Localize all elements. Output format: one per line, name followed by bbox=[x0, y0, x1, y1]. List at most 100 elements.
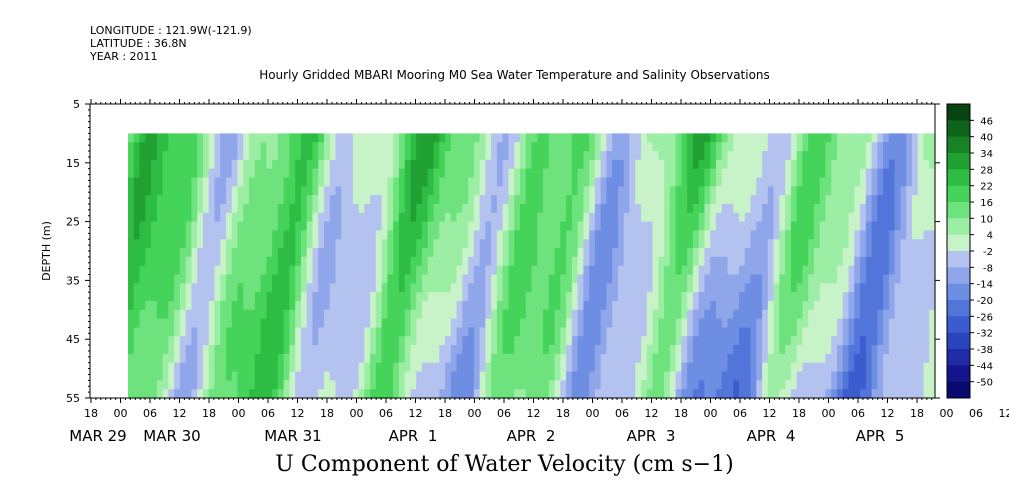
heatmap-cell bbox=[168, 362, 175, 373]
heatmap-cell bbox=[842, 203, 850, 214]
heatmap-cell bbox=[583, 318, 590, 329]
heatmap-cell bbox=[687, 151, 694, 161]
heatmap-cell bbox=[906, 318, 913, 329]
heatmap-cell bbox=[387, 362, 394, 373]
heatmap-cell bbox=[796, 265, 804, 276]
heatmap-cell bbox=[416, 353, 423, 364]
heatmap-cell bbox=[191, 221, 198, 232]
heatmap-cell bbox=[519, 353, 527, 364]
heatmap-cell bbox=[715, 336, 723, 346]
heatmap-cell bbox=[641, 265, 648, 276]
heatmap-cell bbox=[767, 274, 775, 284]
heatmap-cell bbox=[139, 371, 146, 381]
heatmap-cell bbox=[404, 230, 412, 240]
heatmap-cell bbox=[871, 283, 878, 293]
heatmap-cell bbox=[462, 159, 469, 170]
heatmap-cell bbox=[272, 256, 279, 267]
heatmap-cell bbox=[762, 362, 769, 373]
heatmap-cell bbox=[231, 230, 239, 240]
heatmap-cell bbox=[831, 353, 838, 364]
heatmap-cell bbox=[202, 186, 210, 196]
heatmap-cell bbox=[151, 177, 158, 187]
heatmap-cell bbox=[612, 274, 619, 284]
heatmap-cell bbox=[692, 168, 700, 179]
heatmap-cell bbox=[802, 248, 809, 258]
heatmap-cell bbox=[468, 159, 475, 170]
heatmap-cell bbox=[479, 203, 486, 214]
heatmap-cell bbox=[179, 380, 187, 390]
heatmap-cell bbox=[571, 142, 579, 152]
heatmap-cell bbox=[739, 142, 746, 152]
heatmap-cell bbox=[629, 283, 636, 293]
heatmap-cell bbox=[681, 151, 688, 161]
heatmap-cell bbox=[139, 239, 146, 249]
heatmap-cell bbox=[272, 371, 279, 381]
heatmap-cell bbox=[387, 309, 394, 320]
heatmap-cell bbox=[848, 318, 855, 329]
heatmap-cell bbox=[514, 159, 521, 170]
heatmap-cell bbox=[439, 195, 446, 205]
heatmap-cell bbox=[398, 151, 406, 161]
heatmap-cell bbox=[854, 221, 861, 232]
heatmap-cell bbox=[416, 336, 423, 346]
heatmap-cell bbox=[531, 151, 538, 161]
heatmap-cell bbox=[179, 133, 187, 143]
heatmap-cell bbox=[456, 221, 463, 232]
heatmap-cell bbox=[537, 256, 544, 267]
heatmap-cell bbox=[133, 212, 141, 223]
heatmap-cell bbox=[156, 336, 164, 346]
heatmap-cell bbox=[225, 309, 233, 320]
heatmap-cell bbox=[358, 380, 365, 390]
heatmap-cell bbox=[421, 318, 429, 329]
heatmap-cell bbox=[445, 327, 452, 337]
heatmap-cell bbox=[404, 142, 412, 152]
heatmap-cell bbox=[208, 159, 216, 170]
heatmap-cell bbox=[646, 142, 654, 152]
heatmap-cell bbox=[715, 212, 723, 223]
heatmap-cell bbox=[427, 292, 435, 302]
heatmap-cell bbox=[600, 300, 608, 311]
heatmap-cell bbox=[819, 283, 827, 293]
heatmap-cell bbox=[462, 265, 469, 276]
heatmap-cell bbox=[733, 195, 740, 205]
heatmap-cell bbox=[254, 300, 262, 311]
heatmap-cell bbox=[468, 168, 475, 179]
heatmap-cell bbox=[854, 230, 861, 240]
heatmap-cell bbox=[900, 362, 907, 373]
heatmap-cell bbox=[785, 336, 792, 346]
heatmap-cell bbox=[813, 133, 821, 143]
heatmap-cell bbox=[744, 327, 752, 337]
heatmap-cell bbox=[468, 221, 475, 232]
heatmap-cell bbox=[571, 371, 579, 381]
heatmap-cell bbox=[612, 283, 619, 293]
heatmap-cell bbox=[566, 274, 573, 284]
heatmap-cell bbox=[162, 142, 169, 152]
heatmap-cell bbox=[525, 195, 533, 205]
heatmap-cell bbox=[923, 309, 930, 320]
heatmap-cell bbox=[243, 248, 250, 258]
heatmap-cell bbox=[133, 151, 141, 161]
heatmap-cell bbox=[802, 389, 809, 399]
heatmap-cell bbox=[669, 353, 677, 364]
heatmap-cell bbox=[883, 300, 890, 311]
heatmap-cell bbox=[479, 248, 486, 258]
heatmap-cell bbox=[323, 133, 331, 143]
heatmap-cell bbox=[675, 133, 682, 143]
heatmap-cell bbox=[312, 336, 319, 346]
heatmap-cell bbox=[594, 300, 602, 311]
heatmap-cell bbox=[589, 133, 596, 143]
heatmap-cell bbox=[266, 389, 273, 399]
heatmap-cell bbox=[450, 318, 458, 329]
heatmap-cell bbox=[468, 186, 475, 196]
heatmap-cell bbox=[600, 309, 608, 320]
heatmap-cell bbox=[410, 362, 417, 373]
heatmap-cell bbox=[641, 151, 648, 161]
heatmap-cell bbox=[600, 345, 608, 355]
heatmap-cell bbox=[923, 389, 930, 399]
heatmap-cell bbox=[739, 309, 746, 320]
heatmap-cell bbox=[295, 327, 302, 337]
heatmap-cell bbox=[635, 239, 642, 249]
heatmap-cell bbox=[842, 345, 850, 355]
heatmap-cell bbox=[352, 212, 360, 223]
heatmap-cell bbox=[312, 151, 319, 161]
